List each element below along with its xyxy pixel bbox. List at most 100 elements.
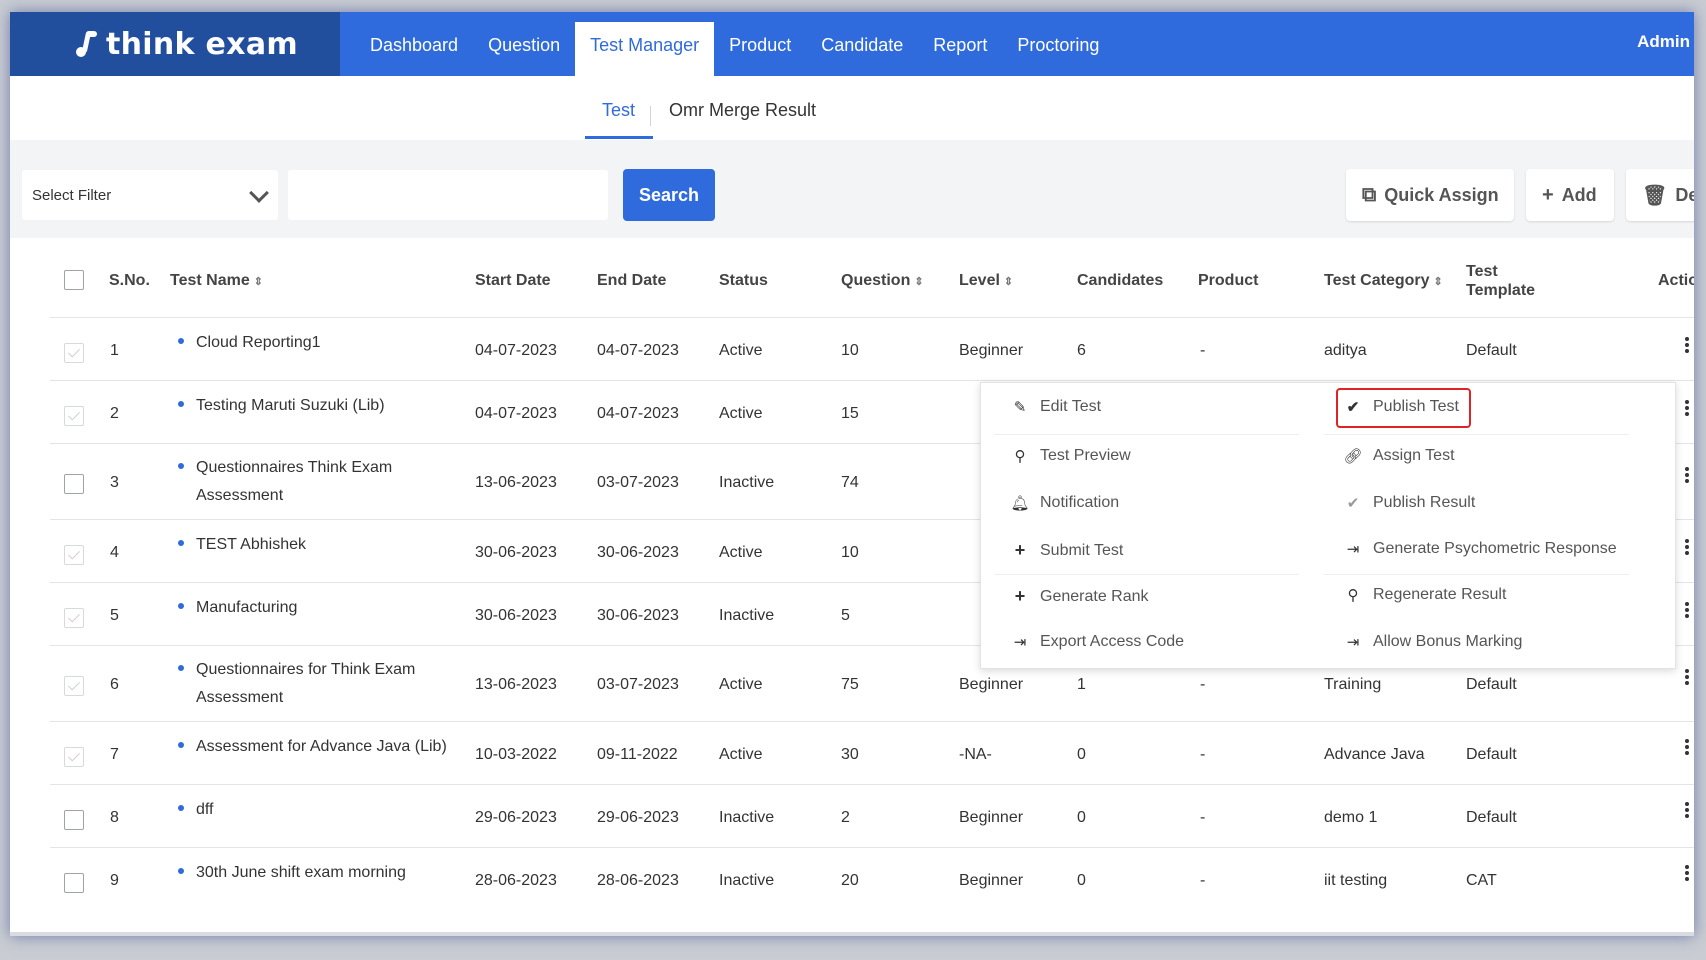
row-checkbox[interactable] <box>64 676 84 696</box>
menu-item-regenerate-result[interactable]: ⚲ Regenerate Result <box>1343 586 1507 604</box>
row-test-name[interactable]: TEST Abhishek <box>178 531 306 559</box>
link-icon: 🔗︎ <box>1343 448 1363 465</box>
menu-item-export-access-code[interactable]: ⇥ Export Access Code <box>1010 633 1184 651</box>
row-test-name[interactable]: dff <box>178 796 214 824</box>
tab-test[interactable]: Test <box>602 100 636 120</box>
nav-proctoring[interactable]: Proctoring <box>1017 35 1100 55</box>
row-checkbox[interactable] <box>64 747 84 767</box>
user-menu[interactable]: Admin <box>1637 32 1690 51</box>
chevron-down-icon <box>249 183 269 203</box>
tab-omr-merge-result[interactable]: Omr Merge Result <box>669 100 817 120</box>
kebab-menu-icon[interactable] <box>1684 602 1690 620</box>
nav-report[interactable]: Report <box>933 35 988 55</box>
delete-button[interactable]: 🗑 Dele <box>1626 169 1694 221</box>
menu-item-notification[interactable]: 🔔︎ Notification <box>1010 494 1119 512</box>
menu-item-submit-test[interactable]: + Submit Test <box>1010 540 1124 561</box>
row-end-date: 04-07-2023 <box>597 342 679 359</box>
magnifier-icon: ⚲ <box>1347 587 1359 604</box>
menu-item-generate-psychometric-response[interactable]: ⇥ Generate Psychometric Response <box>1343 540 1617 558</box>
bullet-icon <box>178 540 184 546</box>
row-start-date: 30-06-2023 <box>475 607 557 624</box>
kebab-menu-icon[interactable] <box>1684 467 1690 485</box>
row-checkbox[interactable] <box>64 406 84 426</box>
row-test-name[interactable]: Questionnaires for Think Exam Assessment <box>178 656 415 712</box>
menu-item-assign-test[interactable]: 🔗︎ Assign Test <box>1343 447 1454 465</box>
row-test-name-line1: dff <box>196 801 214 818</box>
nav-dashboard[interactable]: Dashboard <box>370 35 459 55</box>
header-test-name[interactable]: Test Name ⇕ <box>170 272 263 290</box>
row-test-name[interactable]: 30th June shift exam morning <box>178 859 406 887</box>
kebab-menu-icon[interactable] <box>1684 400 1690 418</box>
menu-item-test-preview[interactable]: ⚲ Test Preview <box>1010 447 1131 465</box>
search-button[interactable]: Search <box>623 169 715 221</box>
table-row: 9 30th June shift exam morning 28-06-202… <box>50 849 1694 911</box>
kebab-menu-icon[interactable] <box>1684 669 1690 687</box>
row-test-name[interactable]: Manufacturing <box>178 594 297 622</box>
row-level: Beginner <box>959 809 1024 826</box>
row-checkbox[interactable] <box>64 608 84 628</box>
row-test-name[interactable]: Questionnaires Think Exam Assessment <box>178 454 392 510</box>
row-test-template: Default <box>1466 342 1517 359</box>
row-test-name[interactable]: Testing Maruti Suzuki (Lib) <box>178 392 385 420</box>
row-checkbox[interactable] <box>64 545 84 565</box>
row-checkbox[interactable] <box>64 873 84 893</box>
row-test-category: iit testing <box>1324 872 1388 889</box>
row-test-name-line1: Questionnaires for Think Exam <box>196 661 416 678</box>
header-test-category[interactable]: Test Category ⇕ <box>1324 272 1443 290</box>
row-status: Active <box>719 544 763 561</box>
row-status: Active <box>719 342 763 359</box>
row-sno: 8 <box>110 809 119 826</box>
row-test-template: CAT <box>1466 872 1497 889</box>
kebab-menu-icon[interactable] <box>1684 337 1690 355</box>
header-sno: S.No. <box>109 272 150 289</box>
row-checkbox[interactable] <box>64 343 84 363</box>
menu-item-label: Allow Bonus Marking <box>1373 633 1523 650</box>
kebab-menu-icon[interactable] <box>1684 739 1690 757</box>
quick-assign-label: Quick Assign <box>1384 184 1499 205</box>
menu-item-allow-bonus-marking[interactable]: ⇥ Allow Bonus Marking <box>1343 633 1523 651</box>
kebab-menu-icon[interactable] <box>1684 802 1690 820</box>
bullet-icon <box>178 463 184 469</box>
kebab-menu-icon[interactable] <box>1684 539 1690 557</box>
nav-test-manager[interactable]: Test Manager <box>575 22 715 76</box>
top-navbar: think exam Dashboard Question Test Manag… <box>10 12 1694 76</box>
bullet-icon <box>178 603 184 609</box>
menu-divider <box>1324 434 1629 435</box>
add-button[interactable]: + Add <box>1526 169 1614 221</box>
menu-item-edit-test[interactable]: ✎ Edit Test <box>1010 398 1101 416</box>
row-question: 15 <box>841 405 859 422</box>
row-checkbox[interactable] <box>64 810 84 830</box>
search-input[interactable] <box>288 170 608 220</box>
quick-assign-icon: ⧉ <box>1362 183 1377 206</box>
row-checkbox[interactable] <box>64 474 84 494</box>
filter-select[interactable]: Select Filter <box>22 170 278 220</box>
menu-item-generate-rank[interactable]: + Generate Rank <box>1010 586 1149 607</box>
row-test-name[interactable]: Assessment for Advance Java (Lib) <box>178 733 447 761</box>
row-test-name-line1: 30th June shift exam morning <box>196 864 406 881</box>
row-start-date: 30-06-2023 <box>475 544 557 561</box>
table-row: 1 Cloud Reporting1 04-07-2023 04-07-2023… <box>50 319 1694 381</box>
row-test-category: demo 1 <box>1324 809 1378 826</box>
kebab-menu-icon[interactable] <box>1684 865 1690 883</box>
quick-assign-button[interactable]: ⧉ Quick Assign <box>1346 169 1514 221</box>
row-level: -NA- <box>959 746 992 763</box>
row-test-category: Advance Java <box>1324 746 1425 763</box>
menu-item-label: Test Preview <box>1040 447 1131 464</box>
header-test-category-label: Test Category <box>1324 272 1430 289</box>
menu-item-publish-result[interactable]: ✔ Publish Result <box>1343 494 1476 512</box>
row-test-name[interactable]: Cloud Reporting1 <box>178 329 321 357</box>
header-question[interactable]: Question ⇕ <box>841 272 924 290</box>
row-test-template: Default <box>1466 809 1517 826</box>
row-level: Beginner <box>959 676 1024 693</box>
header-level[interactable]: Level ⇕ <box>959 272 1013 290</box>
row-test-template: Default <box>1466 676 1517 693</box>
nav-question[interactable]: Question <box>488 35 561 55</box>
nav-candidate[interactable]: Candidate <box>821 35 904 55</box>
brand-logo[interactable]: think exam <box>10 12 340 76</box>
row-status: Active <box>719 746 763 763</box>
nav-product[interactable]: Product <box>729 35 792 55</box>
row-sno: 9 <box>110 872 119 889</box>
select-all-checkbox[interactable] <box>64 270 84 290</box>
menu-item-publish-test[interactable]: ✔ Publish Test <box>1343 398 1459 416</box>
brand-mark-icon <box>76 29 100 59</box>
